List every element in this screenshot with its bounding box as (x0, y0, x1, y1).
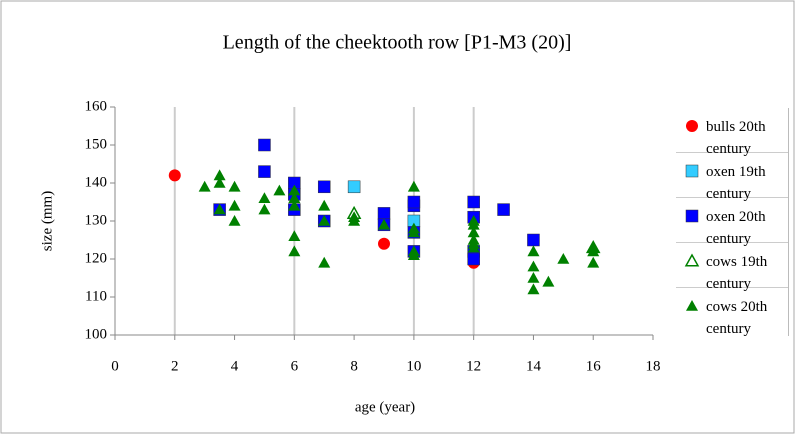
point (497, 203, 510, 216)
y-tick-label: 150 (85, 136, 108, 152)
point (348, 215, 361, 226)
point (213, 177, 226, 188)
legend-label: oxen 19th century (706, 164, 766, 202)
point (685, 209, 699, 223)
legend: bulls 20th century oxen 19th century oxen … (676, 108, 789, 337)
x-axis-label: age (year) (355, 399, 415, 415)
y-tick-label: 140 (85, 174, 108, 190)
legend-swatch (686, 120, 698, 132)
point (318, 256, 331, 268)
x-tick-label: 0 (111, 358, 119, 374)
x-tick-label: 4 (231, 358, 239, 374)
point (407, 226, 420, 238)
point (527, 260, 540, 272)
point (258, 165, 271, 178)
point (686, 300, 698, 311)
point (407, 195, 421, 209)
y-tick-label: 130 (85, 212, 108, 228)
x-tick-label: 12 (466, 358, 481, 374)
point (318, 215, 331, 226)
x-tick-label: 8 (350, 358, 358, 374)
x-tick-label: 6 (291, 358, 299, 374)
legend-swatch (684, 253, 700, 267)
legend-entry: cows 19th century (676, 243, 788, 292)
legend-swatch (685, 209, 699, 223)
point (318, 199, 331, 211)
point (288, 230, 301, 241)
point (527, 283, 540, 295)
point (228, 180, 241, 192)
point (542, 275, 555, 287)
point (273, 184, 286, 196)
point (228, 215, 241, 226)
point (685, 164, 699, 178)
point (467, 195, 480, 209)
point (213, 169, 226, 181)
legend-entry: cows 20th century (676, 288, 788, 337)
point (467, 226, 480, 238)
x-tick-label: 18 (646, 358, 661, 374)
point (467, 218, 480, 230)
point (686, 120, 698, 132)
point (258, 138, 271, 152)
legend-label: cows 20th century (706, 299, 768, 337)
point (288, 245, 301, 257)
point (258, 192, 271, 203)
point (527, 245, 540, 257)
point (557, 253, 570, 264)
point (378, 218, 390, 230)
point (684, 253, 700, 267)
legend-entry: oxen 19th century (676, 153, 788, 202)
y-tick-label: 120 (85, 250, 108, 266)
legend-swatch (686, 300, 698, 311)
point (467, 252, 480, 266)
legend-label: oxen 20th century (706, 209, 766, 247)
legend-label: cows 19th century (706, 254, 768, 292)
point (288, 184, 301, 196)
point (347, 180, 361, 194)
point (228, 199, 241, 211)
point (527, 272, 540, 283)
point (527, 233, 540, 247)
point (288, 192, 301, 203)
point (213, 203, 226, 215)
point (377, 207, 391, 220)
chart-title: Length of the cheektooth row [P1-M3 (20)… (223, 32, 572, 54)
legend-swatch (685, 164, 699, 178)
x-tick-label: 14 (526, 358, 542, 374)
x-tick-label: 2 (171, 358, 179, 374)
x-tick-label: 10 (406, 358, 421, 374)
point (288, 199, 301, 211)
point (258, 203, 271, 215)
point (587, 256, 600, 268)
legend-entry: oxen 20th century (676, 198, 788, 247)
point (168, 169, 181, 182)
legend-label: bulls 20th century (706, 119, 766, 157)
y-axis-label: size (mm) (39, 191, 55, 251)
y-tick-label: 100 (85, 326, 108, 342)
point (587, 245, 600, 257)
point (378, 237, 390, 250)
point (407, 249, 420, 260)
legend-entry: bulls 20th century (676, 108, 788, 157)
y-tick-label: 110 (85, 288, 107, 304)
y-tick-label: 160 (85, 98, 108, 114)
point (198, 180, 211, 192)
point (407, 180, 420, 192)
point (467, 241, 480, 253)
point (317, 180, 331, 194)
x-tick-label: 16 (586, 358, 602, 374)
